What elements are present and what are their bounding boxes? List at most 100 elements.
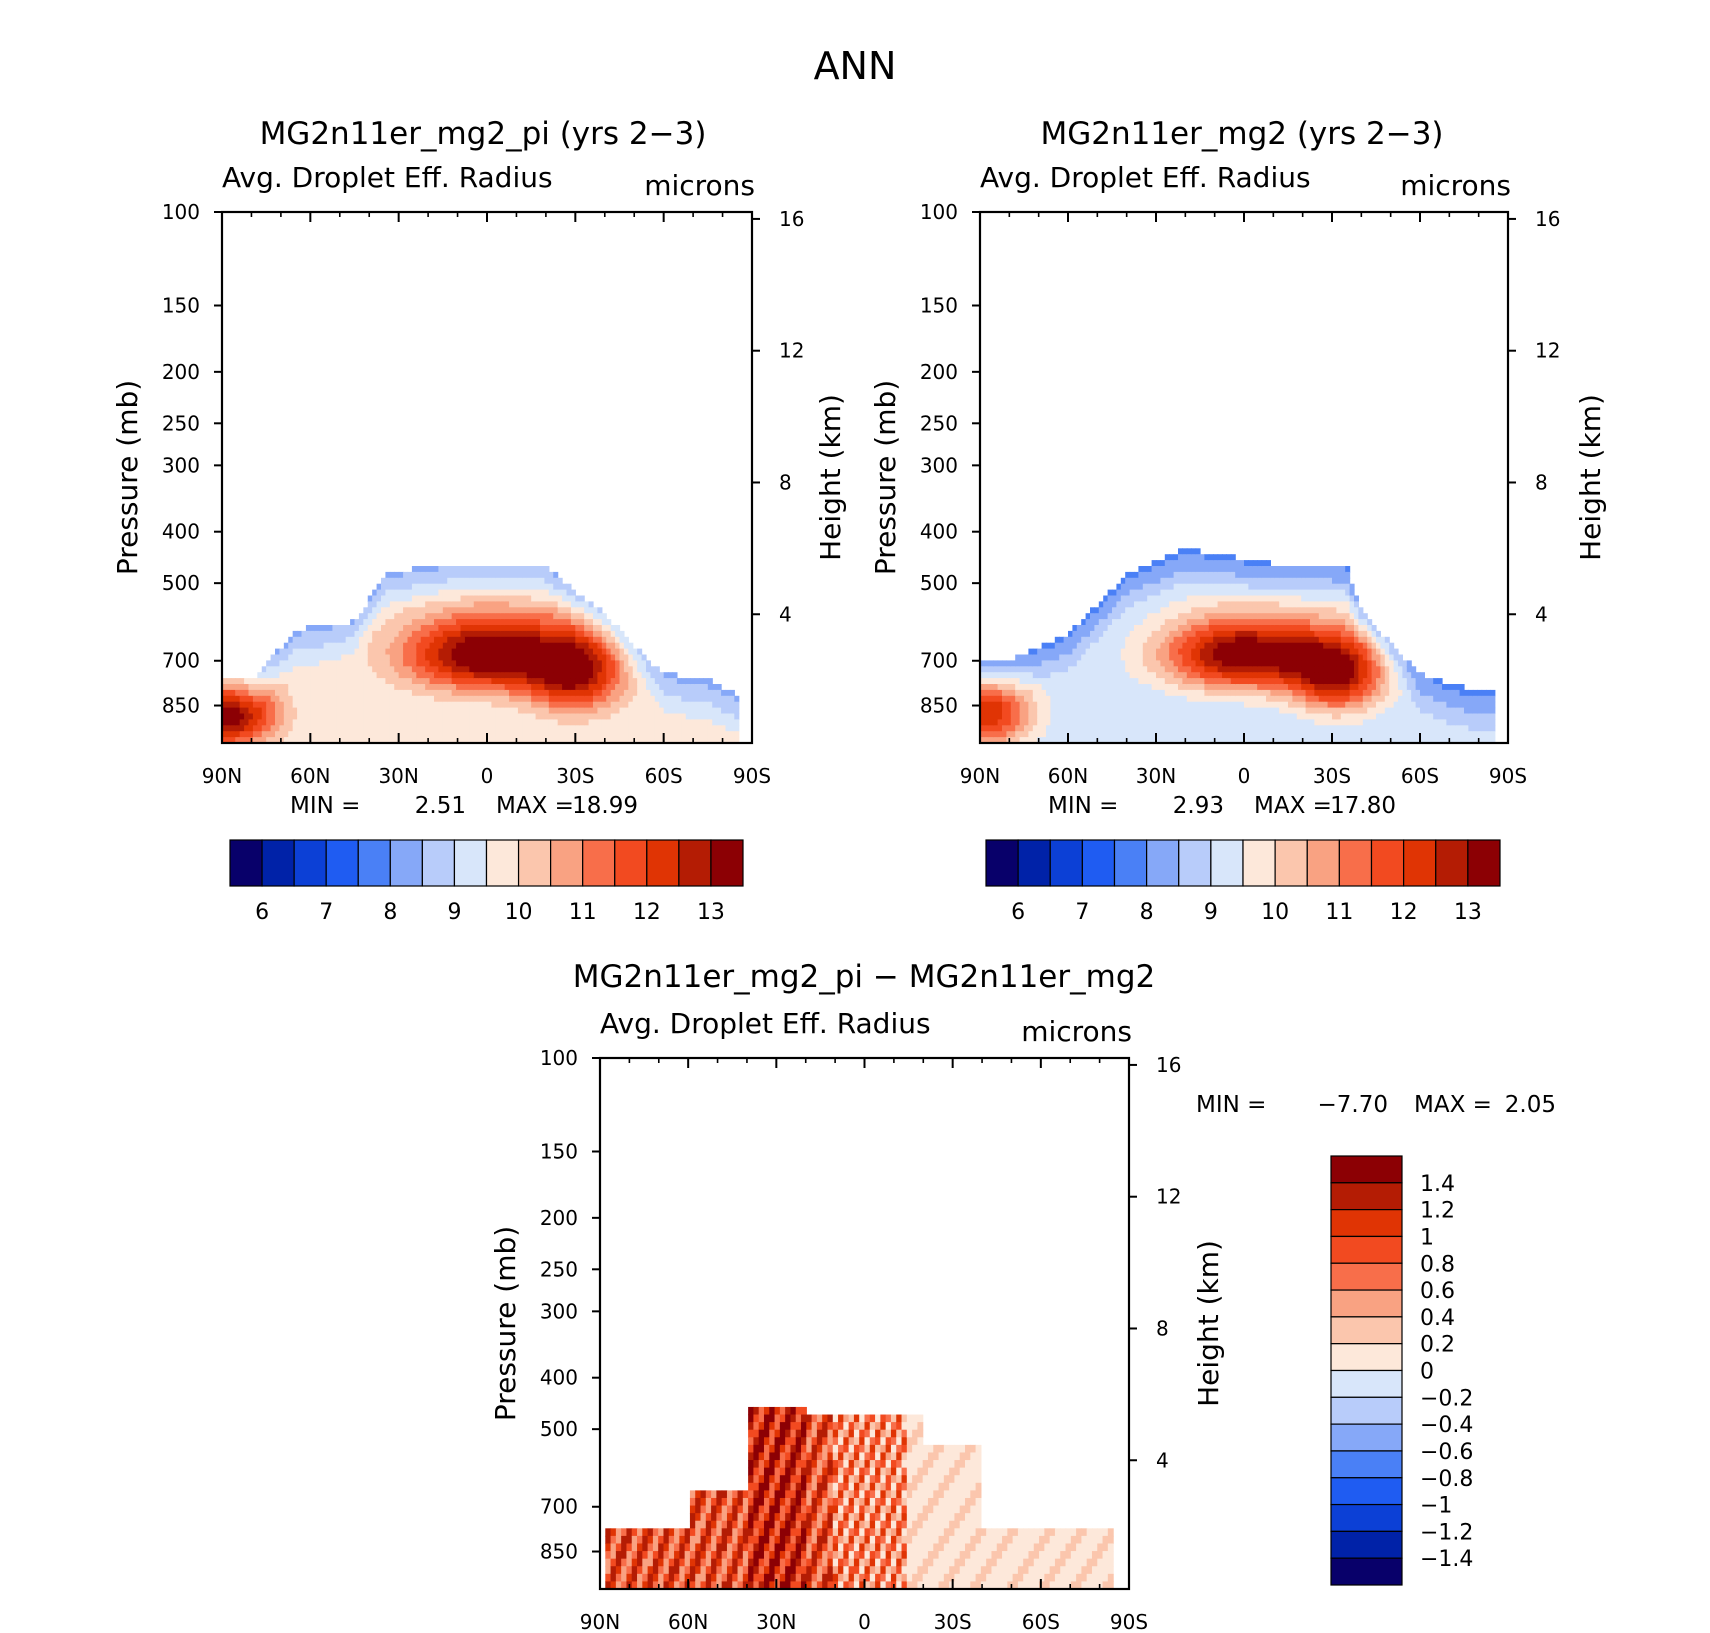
- field-cell: [668, 672, 674, 679]
- field-cell: [447, 595, 453, 602]
- field-cell: [1208, 625, 1214, 632]
- field-cell: [1081, 672, 1087, 679]
- field-cell: [301, 713, 307, 720]
- field-cell: [1340, 654, 1346, 661]
- field-cell: [500, 607, 506, 614]
- field-cell: [1310, 713, 1315, 720]
- field-cell: [1120, 678, 1126, 685]
- field-cell: [606, 695, 612, 703]
- field-cell: [469, 737, 475, 744]
- field-cell: [659, 678, 665, 685]
- field-cell: [1186, 672, 1192, 679]
- field-cell: [1244, 636, 1249, 644]
- field-cell: [1178, 678, 1183, 685]
- field-cell: [1134, 701, 1139, 709]
- field-cell: [1235, 589, 1241, 597]
- field-cell: [1349, 701, 1355, 709]
- field-cell: [341, 636, 347, 644]
- field-cell: [275, 648, 281, 656]
- field-cell: [460, 648, 466, 656]
- field-cell: [1367, 660, 1373, 667]
- field-cell: [562, 630, 568, 638]
- field-cell: [1252, 595, 1258, 602]
- field-cell: [562, 642, 568, 650]
- field-cell: [1169, 725, 1175, 732]
- field-cell: [628, 707, 634, 715]
- field-cell: [442, 672, 448, 679]
- field-cell: [672, 707, 678, 715]
- field-cell: [579, 689, 585, 697]
- field-cell: [1305, 648, 1311, 656]
- colorbar-swatch: [421, 839, 456, 887]
- field-cell: [1015, 678, 1021, 685]
- field-cell: [438, 684, 444, 691]
- field-cell: [1195, 684, 1201, 691]
- field-cell: [425, 577, 431, 585]
- field-cell: [403, 684, 409, 691]
- field-cell: [531, 571, 537, 579]
- field-cell: [540, 660, 546, 667]
- field-cell: [1116, 654, 1122, 661]
- field-cell: [601, 719, 607, 726]
- field-cell: [345, 660, 351, 667]
- field-cell: [385, 577, 391, 585]
- field-cell: [504, 695, 510, 703]
- field-cell: [301, 660, 307, 667]
- field-cell: [1318, 707, 1324, 715]
- field-cell: [984, 701, 990, 709]
- field-cell: [1252, 648, 1258, 656]
- field-cell: [557, 672, 563, 679]
- field-cell: [460, 595, 466, 602]
- field-cell: [500, 689, 506, 697]
- field-cell: [292, 737, 298, 744]
- field-cell: [1301, 583, 1307, 591]
- field-cell: [517, 595, 523, 602]
- field-cell: [1274, 583, 1280, 591]
- field-cell: [628, 654, 634, 661]
- field-cell: [257, 719, 263, 726]
- field-cell: [1156, 654, 1161, 661]
- field-cell: [716, 689, 722, 697]
- field-cell: [420, 678, 426, 685]
- field-cell: [1305, 719, 1311, 726]
- field-cell: [548, 589, 554, 597]
- field-cell: [522, 672, 528, 679]
- field-cell: [1314, 707, 1320, 715]
- field-cell: [1125, 571, 1131, 579]
- field-cell: [632, 713, 638, 720]
- field-cell: [350, 713, 356, 720]
- field-cell: [1125, 630, 1131, 638]
- field-cell: [1173, 648, 1179, 656]
- field-cell: [540, 571, 546, 579]
- field-cell: [279, 672, 285, 679]
- field-cell: [1103, 666, 1109, 673]
- field-cell: [1252, 654, 1258, 661]
- field-cell: [464, 701, 470, 709]
- field-cell: [681, 689, 687, 697]
- field-cell: [495, 583, 501, 591]
- field-cell: [513, 589, 519, 597]
- field-cell: [570, 660, 576, 667]
- field-cell: [1094, 719, 1100, 726]
- field-cell: [1296, 607, 1302, 614]
- field-cell: [522, 583, 528, 591]
- field-cell: [517, 589, 523, 597]
- field-cell: [1028, 731, 1034, 738]
- field-cell: [1186, 636, 1192, 644]
- field-cell: [1116, 719, 1122, 726]
- field-cell: [376, 689, 382, 697]
- field-cell: [1274, 625, 1280, 632]
- field-cell: [1270, 566, 1276, 573]
- field-cell: [553, 719, 559, 726]
- field-cell: [526, 701, 532, 709]
- field-cell: [531, 678, 537, 685]
- field-cell: [266, 695, 272, 703]
- field-cell: [1380, 636, 1386, 644]
- field-cell: [1059, 660, 1065, 667]
- field-cell: [1125, 660, 1131, 667]
- field-cell: [1371, 660, 1377, 667]
- field-cell: [385, 713, 391, 720]
- field-cell: [1200, 619, 1205, 626]
- field-cell: [341, 660, 347, 667]
- field-cell: [288, 660, 294, 667]
